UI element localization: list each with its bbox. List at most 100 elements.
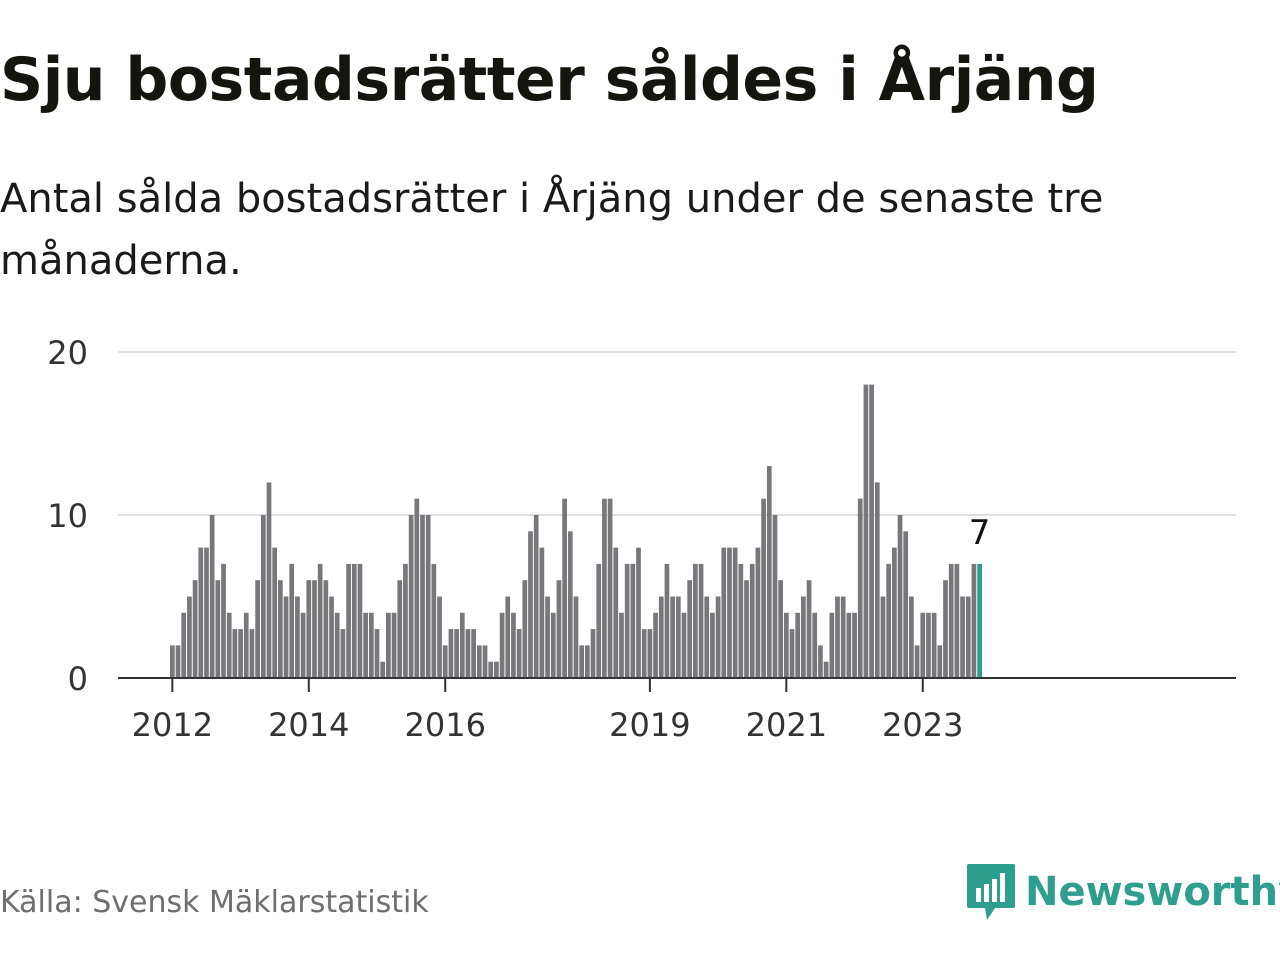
bar bbox=[806, 580, 812, 678]
bar bbox=[755, 547, 761, 678]
bar bbox=[482, 645, 488, 678]
bar bbox=[880, 596, 886, 678]
x-tick-label: 2016 bbox=[405, 706, 486, 744]
x-tick-label: 2023 bbox=[882, 706, 963, 744]
x-tick-label: 2021 bbox=[746, 706, 827, 744]
bar bbox=[528, 531, 533, 678]
bar bbox=[801, 596, 806, 678]
bar bbox=[823, 661, 829, 678]
bar bbox=[585, 645, 590, 678]
chart-subtitle: Antal sålda bostadsrätter i Årjäng under… bbox=[0, 176, 1104, 284]
bar bbox=[380, 661, 386, 678]
bar bbox=[596, 563, 602, 678]
bar bbox=[960, 596, 965, 678]
bar bbox=[272, 547, 278, 678]
bar bbox=[647, 629, 653, 678]
bar bbox=[545, 596, 550, 678]
bar bbox=[727, 547, 732, 678]
bar bbox=[278, 580, 283, 678]
y-tick-label: 0 bbox=[68, 660, 88, 698]
bar bbox=[897, 515, 903, 678]
bar bbox=[567, 531, 573, 678]
bar bbox=[556, 580, 562, 678]
bar bbox=[204, 547, 209, 678]
bar bbox=[852, 612, 857, 678]
bar bbox=[260, 515, 266, 678]
bar bbox=[744, 580, 749, 678]
bar bbox=[624, 563, 630, 678]
bar bbox=[488, 661, 494, 678]
bar bbox=[414, 498, 420, 678]
bar bbox=[590, 629, 596, 678]
bar bbox=[522, 580, 528, 678]
bar bbox=[170, 645, 175, 678]
bar bbox=[687, 580, 693, 678]
bar bbox=[653, 612, 658, 678]
y-tick-label: 20 bbox=[47, 334, 88, 372]
bar bbox=[658, 596, 664, 678]
bar bbox=[476, 645, 482, 678]
bar bbox=[397, 580, 403, 678]
bar bbox=[812, 612, 818, 678]
bar bbox=[704, 596, 710, 678]
bars bbox=[170, 384, 982, 678]
bar bbox=[351, 563, 357, 678]
y-axis-ticks: 0 10 20 bbox=[47, 334, 88, 698]
bar bbox=[346, 563, 351, 678]
bar bbox=[863, 384, 869, 678]
bar bbox=[539, 547, 545, 678]
bar bbox=[312, 580, 317, 678]
bar bbox=[886, 563, 892, 678]
bar bbox=[926, 612, 931, 678]
bar bbox=[829, 612, 835, 678]
bar bbox=[448, 629, 454, 678]
bar bbox=[192, 580, 198, 678]
bar bbox=[954, 563, 960, 678]
bar bbox=[295, 596, 300, 678]
bar bbox=[323, 580, 329, 678]
bar bbox=[437, 596, 442, 678]
bar bbox=[403, 563, 408, 678]
bar bbox=[516, 629, 522, 678]
bar bbox=[249, 629, 255, 678]
bar bbox=[386, 612, 391, 678]
bar bbox=[761, 498, 766, 678]
x-tick-label: 2014 bbox=[268, 706, 349, 744]
bar bbox=[670, 596, 675, 678]
bar bbox=[772, 515, 778, 678]
bar bbox=[931, 612, 937, 678]
bar bbox=[840, 596, 846, 678]
bar bbox=[187, 596, 192, 678]
bar bbox=[562, 498, 567, 678]
bar bbox=[442, 645, 448, 678]
bar bbox=[329, 596, 334, 678]
bar bbox=[357, 563, 363, 678]
bar bbox=[971, 563, 977, 678]
bar bbox=[857, 498, 863, 678]
bar bbox=[300, 612, 306, 678]
bar bbox=[948, 563, 954, 678]
bar bbox=[471, 629, 477, 678]
bar bbox=[789, 629, 795, 678]
bar bbox=[783, 612, 789, 678]
bar bbox=[613, 547, 619, 678]
bar bbox=[226, 612, 232, 678]
bar bbox=[732, 547, 738, 678]
bar bbox=[630, 563, 636, 678]
bar bbox=[363, 612, 368, 678]
bar bbox=[221, 563, 226, 678]
bar bbox=[914, 645, 920, 678]
bar bbox=[903, 531, 909, 678]
bar bbox=[693, 563, 698, 678]
bar bbox=[334, 612, 340, 678]
bar bbox=[209, 515, 215, 678]
bar bbox=[215, 580, 221, 678]
bar bbox=[431, 563, 437, 678]
bar bbox=[715, 596, 721, 678]
y-tick-label: 10 bbox=[47, 497, 88, 535]
bar bbox=[641, 629, 647, 678]
bar bbox=[550, 612, 556, 678]
bar bbox=[454, 629, 459, 678]
bar bbox=[198, 547, 204, 678]
bar bbox=[255, 580, 260, 678]
